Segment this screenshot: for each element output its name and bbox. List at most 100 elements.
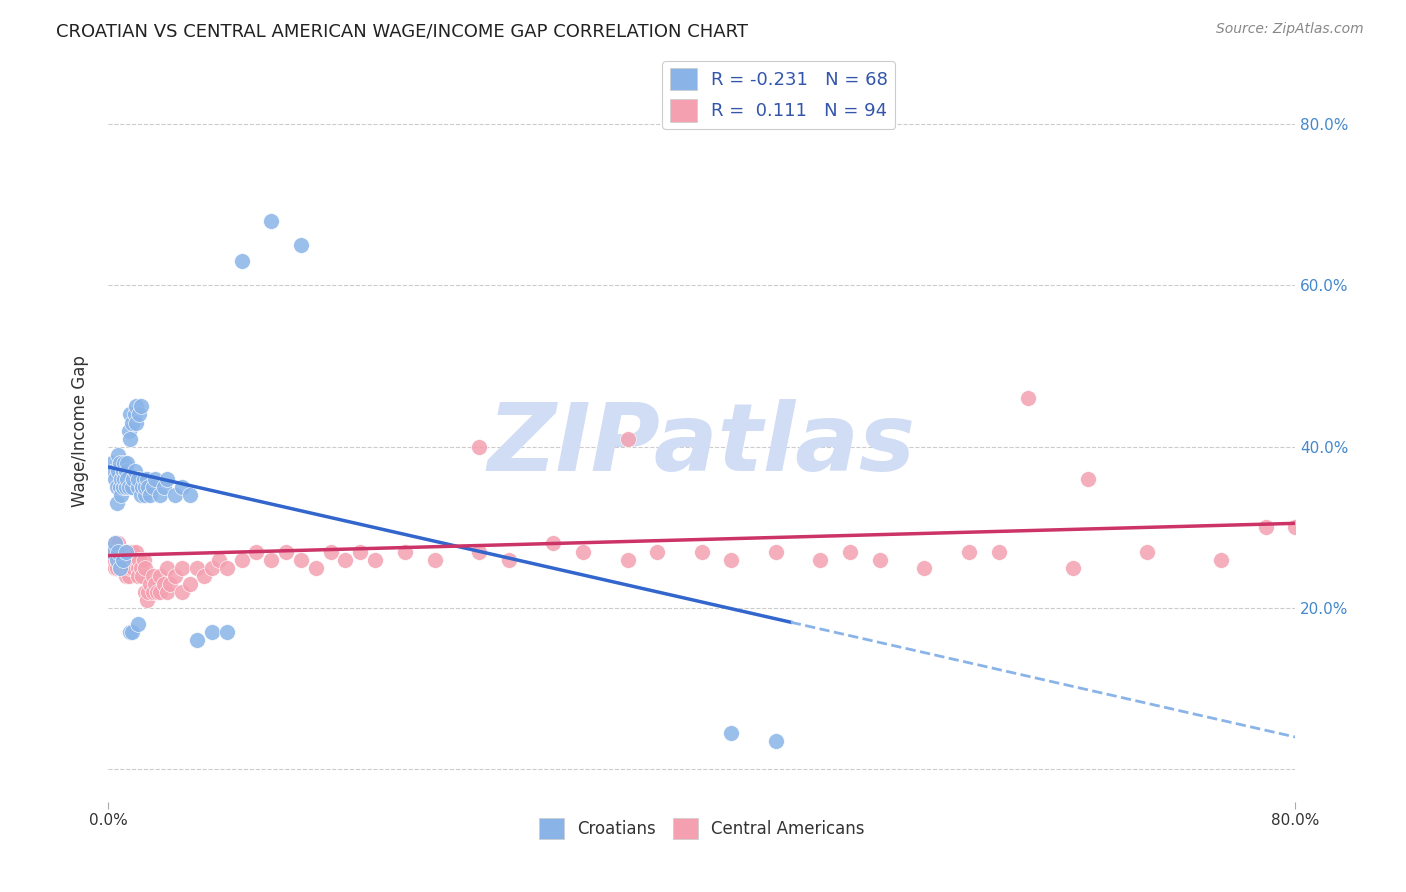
Point [108, 560, 131, 574]
Point [136, 585, 159, 599]
Point [120, 432, 142, 446]
Point [149, 568, 172, 582]
Point [103, 552, 125, 566]
Point [468, 440, 491, 454]
Point [186, 560, 208, 574]
Point [129, 400, 152, 414]
Point [319, 544, 342, 558]
Point [107, 464, 129, 478]
Point [112, 560, 135, 574]
Point [153, 577, 176, 591]
Point [105, 480, 128, 494]
Point [108, 456, 131, 470]
Point [117, 544, 139, 558]
Point [111, 464, 134, 478]
Point [110, 560, 132, 574]
Point [869, 552, 891, 566]
Point [149, 585, 172, 599]
Point [720, 552, 742, 566]
Point [124, 408, 146, 422]
Point [125, 416, 148, 430]
Point [172, 585, 194, 599]
Point [120, 625, 142, 640]
Point [131, 480, 153, 494]
Point [1284, 520, 1306, 534]
Point [107, 448, 129, 462]
Point [145, 472, 167, 486]
Point [108, 544, 131, 558]
Point [231, 254, 253, 268]
Point [108, 560, 131, 574]
Point [159, 577, 181, 591]
Point [121, 480, 143, 494]
Point [120, 552, 142, 566]
Point [127, 480, 149, 494]
Point [201, 625, 224, 640]
Point [543, 536, 565, 550]
Point [122, 472, 145, 486]
Point [1077, 472, 1099, 486]
Text: CROATIAN VS CENTRAL AMERICAN WAGE/INCOME GAP CORRELATION CHART: CROATIAN VS CENTRAL AMERICAN WAGE/INCOME… [56, 22, 748, 40]
Point [720, 726, 742, 740]
Point [423, 552, 446, 566]
Point [108, 480, 131, 494]
Point [120, 408, 142, 422]
Point [111, 552, 134, 566]
Point [208, 552, 231, 566]
Point [215, 560, 238, 574]
Point [105, 496, 128, 510]
Point [1254, 520, 1277, 534]
Point [117, 472, 139, 486]
Point [134, 585, 156, 599]
Point [245, 544, 267, 558]
Point [616, 552, 638, 566]
Point [128, 408, 150, 422]
Point [125, 400, 148, 414]
Point [125, 544, 148, 558]
Point [163, 568, 186, 582]
Point [172, 480, 194, 494]
Point [124, 464, 146, 478]
Point [616, 432, 638, 446]
Point [127, 560, 149, 574]
Point [114, 552, 136, 566]
Point [260, 552, 283, 566]
Point [146, 585, 169, 599]
Point [111, 552, 134, 566]
Point [101, 544, 124, 558]
Point [117, 560, 139, 574]
Point [112, 472, 135, 486]
Point [135, 593, 157, 607]
Point [129, 488, 152, 502]
Point [127, 568, 149, 582]
Point [645, 544, 668, 558]
Point [136, 480, 159, 494]
Point [349, 544, 371, 558]
Point [394, 544, 416, 558]
Legend: Croatians, Central Americans: Croatians, Central Americans [533, 812, 872, 846]
Point [690, 544, 713, 558]
Y-axis label: Wage/Income Gap: Wage/Income Gap [72, 355, 89, 507]
Point [101, 544, 124, 558]
Point [132, 552, 155, 566]
Point [121, 625, 143, 640]
Point [141, 480, 163, 494]
Point [131, 568, 153, 582]
Point [186, 633, 208, 648]
Point [103, 464, 125, 478]
Point [114, 480, 136, 494]
Point [156, 560, 179, 574]
Point [335, 552, 357, 566]
Point [127, 472, 149, 486]
Point [114, 464, 136, 478]
Point [149, 488, 172, 502]
Point [134, 560, 156, 574]
Point [138, 488, 160, 502]
Point [118, 480, 141, 494]
Point [290, 238, 312, 252]
Point [104, 536, 127, 550]
Point [117, 456, 139, 470]
Point [572, 544, 595, 558]
Text: ZIPatlas: ZIPatlas [488, 400, 915, 491]
Point [128, 552, 150, 566]
